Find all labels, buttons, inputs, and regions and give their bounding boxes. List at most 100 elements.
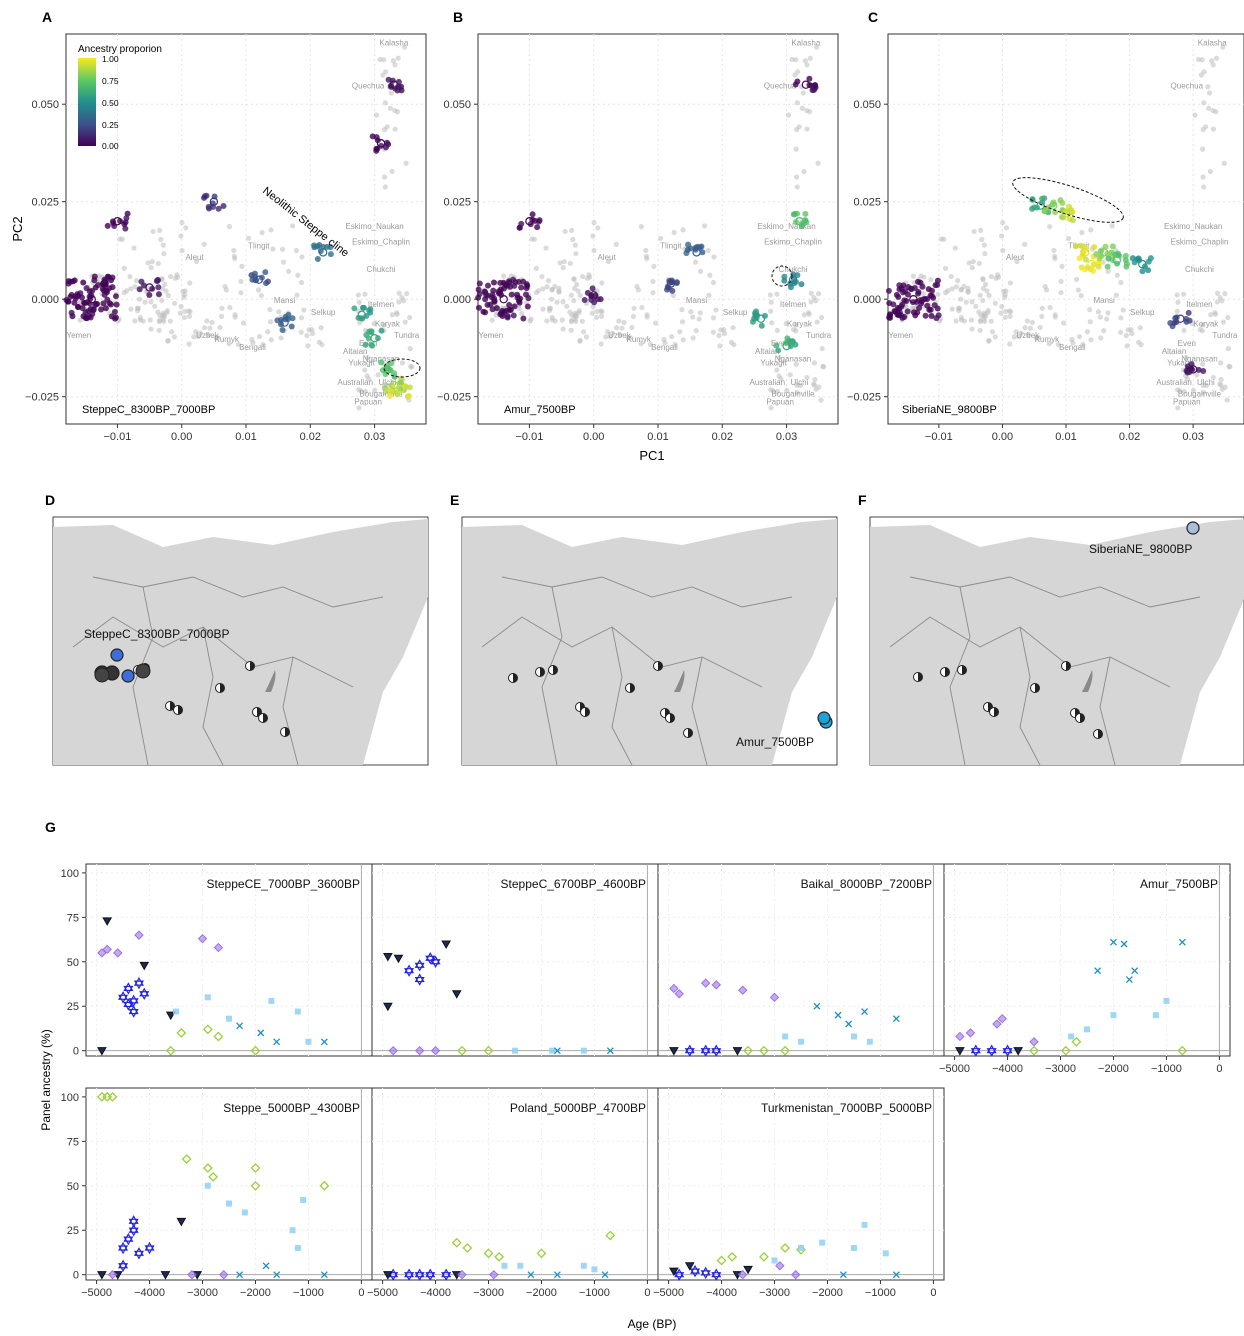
reference-point: [1120, 307, 1126, 313]
reference-point: [356, 387, 362, 393]
population-label: Kumyk: [626, 335, 651, 344]
reference-point: [304, 333, 310, 339]
sample-point: [794, 272, 801, 279]
sample-point: [1185, 309, 1192, 316]
facet-x-tick-label: −5000: [939, 1063, 970, 1075]
legend-tick: 1.00: [102, 54, 119, 64]
reference-point: [688, 309, 694, 315]
sample-marker: [1188, 365, 1198, 374]
reference-point: [1051, 247, 1057, 254]
reference-point: [1024, 318, 1030, 324]
reference-point: [1220, 319, 1227, 325]
sample-point: [520, 315, 527, 322]
data-point: [404, 964, 415, 977]
facet-x-tick-label: 0: [358, 1287, 364, 1299]
reference-point: [1135, 339, 1142, 345]
reference-point: [583, 334, 590, 340]
reference-point: [249, 336, 255, 343]
reference-point: [956, 308, 962, 314]
reference-point: [670, 292, 676, 299]
sample-point: [806, 75, 813, 82]
reference-point: [590, 233, 596, 239]
reference-point: [948, 273, 954, 280]
reference-point: [978, 227, 984, 233]
map-panel-d: SteppeC_8300BP_7000BP: [52, 516, 429, 766]
sample-point: [1131, 259, 1138, 266]
population-label: Australian: [337, 378, 373, 387]
data-point: [606, 1047, 614, 1055]
reference-point: [1210, 126, 1217, 132]
map-border: [611, 626, 633, 766]
reference-point: [1194, 372, 1200, 378]
reference-point: [132, 284, 138, 290]
sample-point: [124, 210, 131, 217]
reference-point: [811, 360, 818, 366]
sample-point: [374, 137, 381, 144]
reference-point: [577, 338, 583, 344]
data-point: [165, 1045, 176, 1056]
reference-point: [710, 279, 717, 286]
sample-point: [1200, 367, 1207, 374]
reference-point: [1022, 241, 1028, 247]
reference-point: [1201, 100, 1207, 106]
sample-point: [72, 295, 79, 302]
reference-point: [568, 292, 574, 298]
sample-point: [406, 384, 413, 391]
data-point: [1110, 938, 1117, 946]
reference-point: [595, 225, 601, 231]
population-label: Ulchi: [1197, 378, 1215, 387]
map-land: [53, 519, 428, 765]
reference-point: [260, 341, 266, 348]
data-point: [711, 980, 721, 990]
facet-y-tick-label: 50: [67, 1181, 79, 1193]
y-tick-label: 0.050: [31, 99, 59, 111]
population-label: Mansi: [274, 296, 296, 305]
reference-point: [1118, 315, 1124, 321]
data-point: [118, 1259, 129, 1272]
reference-point: [1060, 320, 1067, 326]
sample-point: [484, 282, 491, 289]
sample-point: [80, 279, 87, 286]
map-border: [541, 586, 563, 766]
reference-point: [1039, 305, 1045, 311]
reference-point: [569, 227, 575, 233]
sample-point: [930, 294, 937, 301]
data-point: [775, 1261, 785, 1271]
reference-point: [961, 318, 967, 324]
data-point: [780, 1045, 791, 1056]
facet-x-tick-label: −3000: [473, 1287, 504, 1299]
sample-marker: [113, 216, 122, 226]
map-highlight-site: [1186, 521, 1200, 535]
data-point: [414, 1268, 425, 1281]
sample-point: [153, 277, 160, 284]
map-site-fill: [585, 707, 590, 717]
sample-point: [201, 194, 208, 201]
reference-point: [638, 224, 645, 230]
reference-point: [575, 288, 581, 294]
reference-point: [801, 312, 807, 318]
data-point: [118, 991, 129, 1004]
sample-marker: [1049, 201, 1058, 210]
reference-point: [121, 290, 127, 296]
reference-point: [815, 160, 821, 166]
reference-point: [590, 304, 596, 310]
reference-point: [1205, 84, 1211, 90]
population-label: Uzbek: [196, 331, 220, 340]
data-point: [684, 1044, 695, 1057]
reference-point: [965, 289, 971, 295]
map-site-fill: [220, 683, 225, 693]
reference-point: [402, 44, 408, 50]
panel-letter-e: E: [450, 492, 459, 508]
reference-point: [529, 236, 535, 242]
sample-point: [673, 279, 680, 286]
sample-point: [1041, 195, 1048, 202]
reference-point: [1225, 314, 1231, 321]
map-site-fill: [688, 728, 693, 738]
map-site-fill: [962, 665, 967, 675]
sample-point: [524, 303, 531, 310]
data-point: [462, 1243, 473, 1253]
reference-point: [187, 309, 193, 315]
reference-point: [299, 254, 305, 260]
x-tick-label: 0.02: [300, 431, 321, 443]
facet-x-tick-label: −1000: [1151, 1063, 1182, 1075]
